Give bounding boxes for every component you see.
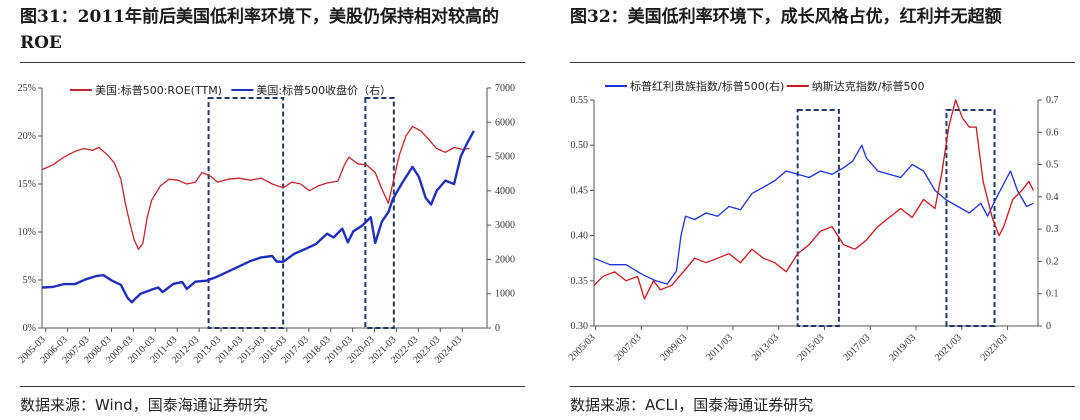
series-line-1 bbox=[41, 125, 470, 250]
legend-label-1: 美国:标普500:ROE(TTM) bbox=[95, 83, 222, 97]
panel-roe: 图31：2011年前后美国低利率环境下，美股仍保持相对较高的ROE 0% 5% 10… bbox=[0, 0, 530, 420]
y-right-tick-label: 5000 bbox=[495, 152, 515, 163]
y-right-tick-label: 0.4 bbox=[1046, 192, 1059, 203]
divider-bottom bbox=[570, 386, 1075, 387]
legend-label-2: 纳斯达克指数/标普500 bbox=[812, 79, 925, 93]
series-line-1 bbox=[593, 144, 1034, 285]
x-tick-label: 2011/03 bbox=[704, 332, 735, 363]
figure-title: 图32：美国低利率环境下，成长风格占优，红利并无超额 bbox=[570, 7, 1002, 27]
panel-style-ratio: 图32：美国低利率环境下，成长风格占优，红利并无超额 0.30 0.35 0.40 0… bbox=[550, 0, 1080, 420]
x-tick-label: 2013/03 bbox=[750, 332, 781, 363]
divider-top bbox=[570, 62, 1075, 63]
figure-title: 图31：2011年前后美国低利率环境下，美股仍保持相对较高的ROE bbox=[20, 7, 499, 53]
x-tick-label: 2023/03 bbox=[979, 332, 1010, 363]
x-tick-label: 2009/03 bbox=[658, 332, 689, 363]
y-left-tick-label: 0.30 bbox=[571, 321, 589, 332]
y-right-tick-label: 0.7 bbox=[1046, 95, 1059, 106]
y-right-tick-label: 0.3 bbox=[1046, 224, 1059, 235]
y-right-tick-label: 0.5 bbox=[1046, 160, 1059, 171]
y-right-tick-label: 6000 bbox=[495, 117, 515, 128]
y-left-tick-label: 20% bbox=[18, 131, 36, 142]
y-right-tick-label: 0.1 bbox=[1046, 289, 1059, 300]
y-left-tick-label: 0% bbox=[23, 323, 36, 334]
y-left-tick-label: 0.35 bbox=[571, 276, 589, 287]
y-left-tick-label: 0.45 bbox=[571, 185, 589, 196]
series-line-2 bbox=[41, 130, 475, 304]
y-right-tick-label: 2000 bbox=[495, 254, 515, 265]
x-tick-label: 2017/03 bbox=[841, 332, 872, 363]
y-right-tick-label: 0 bbox=[1046, 321, 1051, 332]
y-left-tick-label: 5% bbox=[23, 275, 36, 286]
roe-chart: 0% 5% 10% 15% 20% 25% 0 1000 2000 3000 4000 5000 600… bbox=[16, 83, 515, 366]
highlight-box bbox=[207, 97, 285, 329]
y-left-tick-label: 15% bbox=[18, 179, 36, 190]
divider-bottom bbox=[20, 386, 525, 387]
y-right-tick-label: 4000 bbox=[495, 186, 515, 197]
x-tick-label: 2005/03 bbox=[567, 332, 598, 363]
y-left-tick-label: 10% bbox=[18, 227, 36, 238]
y-right-tick-label: 0 bbox=[495, 323, 500, 334]
y-right-tick-label: 1000 bbox=[495, 289, 515, 300]
y-right-tick-label: 7000 bbox=[495, 83, 515, 94]
y-left-tick-label: 0.40 bbox=[571, 231, 589, 242]
highlight-box bbox=[364, 97, 395, 329]
y-right-tick-label: 0.2 bbox=[1046, 256, 1059, 267]
highlight-box bbox=[945, 109, 996, 327]
ratio-chart: 0.30 0.35 0.40 0.45 0.50 0.55 0 0.1 0.2 0.3 0.4 0.5… bbox=[567, 79, 1059, 363]
legend-label-1: 标普红利贵族指数/标普500(右) bbox=[630, 79, 784, 93]
y-left-tick-label: 25% bbox=[18, 83, 36, 94]
x-tick-label: 2007/03 bbox=[613, 332, 644, 363]
y-right-tick-label: 0.6 bbox=[1046, 127, 1059, 138]
x-tick-label: 2019/03 bbox=[887, 332, 918, 363]
x-tick-label: 2015/03 bbox=[796, 332, 827, 363]
source-note: 数据来源：ACLI，国泰海通证券研究 bbox=[570, 396, 814, 414]
y-left-tick-label: 0.55 bbox=[571, 95, 589, 106]
source-note: 数据来源：Wind，国泰海通证券研究 bbox=[20, 396, 268, 414]
series-line-2 bbox=[593, 99, 1034, 300]
legend-label-2: 美国:标普500收盘价（右） bbox=[256, 83, 391, 97]
y-right-tick-label: 3000 bbox=[495, 220, 515, 231]
x-tick-label: 2021/03 bbox=[933, 332, 964, 363]
y-left-tick-label: 0.50 bbox=[571, 140, 589, 151]
divider-top bbox=[20, 62, 525, 63]
highlight-box bbox=[796, 109, 840, 327]
